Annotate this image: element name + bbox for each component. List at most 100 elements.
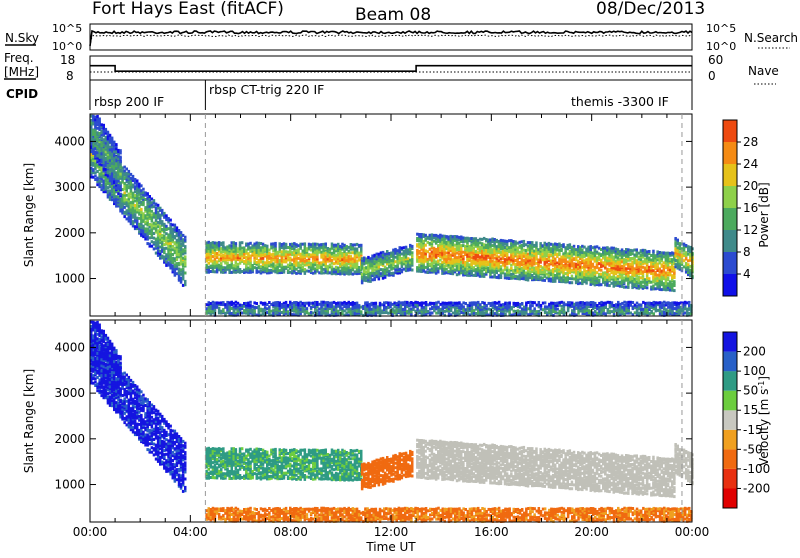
power-cell — [128, 170, 131, 173]
power-cell — [182, 275, 185, 278]
power-cell — [285, 243, 288, 246]
power-cell — [184, 255, 187, 258]
power-scatter — [90, 115, 694, 317]
power-cell — [627, 286, 630, 289]
power-cell — [667, 276, 670, 279]
nsky-label: N.Sky — [5, 31, 39, 45]
power-cell — [274, 245, 277, 248]
power-cell — [571, 275, 574, 278]
power-cell — [401, 265, 404, 268]
power-cell — [184, 245, 187, 248]
power-cell — [506, 244, 509, 247]
power-cell — [132, 175, 135, 178]
power-cell — [180, 231, 183, 234]
power-cell — [249, 259, 252, 262]
power-cell — [249, 301, 252, 304]
power-cell — [119, 166, 122, 169]
power-cell — [241, 241, 244, 244]
power-cell — [169, 219, 172, 222]
power-cell — [585, 282, 588, 285]
power-cell — [165, 214, 168, 217]
power-cell — [184, 272, 187, 275]
power-cell — [119, 173, 122, 176]
power-cell — [142, 188, 145, 191]
power-cell — [119, 160, 122, 163]
power-cell — [107, 131, 110, 134]
date-title: 08/Dec/2013 — [596, 0, 705, 19]
power-cell — [375, 302, 378, 305]
power-cell — [360, 244, 363, 247]
power-cell — [184, 262, 187, 265]
power-cell — [119, 149, 122, 152]
power-cell — [105, 128, 108, 131]
power-cell — [266, 245, 269, 248]
power-cell — [523, 240, 526, 243]
power-cell — [325, 243, 328, 246]
frequency-series — [90, 66, 692, 72]
cpid-mode-1: rbsp 200 IF — [94, 94, 164, 109]
power-cell — [119, 193, 122, 196]
power-cell — [648, 250, 651, 253]
power-cell — [274, 247, 277, 250]
power-cell — [174, 224, 177, 227]
power-cell — [136, 179, 139, 182]
power-cell — [673, 289, 676, 292]
power-cell — [573, 245, 576, 248]
power-cell — [103, 124, 106, 127]
power-cell — [285, 301, 288, 304]
power-cell — [411, 262, 414, 265]
power-cell — [600, 269, 603, 272]
power-cell — [677, 239, 680, 242]
power-cell — [115, 143, 118, 146]
power-cell — [569, 243, 572, 246]
power-cell — [220, 262, 223, 265]
power-cell — [119, 156, 122, 159]
power-cell — [500, 274, 503, 277]
power-cell — [274, 242, 277, 245]
power-cell — [411, 269, 414, 272]
power-cell — [119, 187, 122, 190]
power-cell — [107, 160, 110, 163]
power-cell — [360, 310, 363, 313]
power-cell — [161, 209, 164, 212]
power-cell — [535, 241, 538, 244]
nsky-tick-top: 10^5 — [52, 22, 82, 35]
power-cell — [140, 208, 143, 211]
power-cell — [153, 199, 156, 202]
cpid-row: CPID rbsp 200 IF rbsp CT-trig 220 IF the… — [6, 80, 692, 110]
nsearch-series — [90, 35, 692, 46]
cpid-mode-2: rbsp CT-trig 220 IF — [209, 82, 324, 97]
power-cell — [411, 251, 414, 254]
power-cell — [109, 134, 112, 137]
power-cell — [184, 280, 187, 283]
power-cell — [673, 269, 676, 272]
power-cell — [96, 115, 99, 118]
freq-label: Freq. — [4, 51, 34, 65]
power-cell — [316, 256, 319, 259]
power-cell — [222, 241, 225, 244]
nsearch-label: N.Search — [744, 31, 798, 45]
power-cell — [161, 220, 164, 223]
nsearch-tick-bottom: 10^0 — [706, 40, 736, 53]
power-cell — [182, 267, 185, 270]
power-cell — [306, 307, 309, 310]
power-cell — [184, 249, 187, 252]
power-cell — [218, 307, 221, 310]
power-cell — [146, 192, 149, 195]
power-cell — [256, 302, 259, 305]
power-cell — [673, 280, 676, 283]
power-cell — [111, 137, 114, 140]
power-cell — [258, 305, 261, 308]
power-cell — [571, 281, 574, 284]
power-cell — [98, 118, 101, 121]
power-cell — [411, 254, 414, 257]
power-cell — [98, 120, 101, 123]
power-cell — [304, 242, 307, 245]
nave-tick-bottom: 0 — [708, 69, 716, 83]
nsky-series — [90, 31, 692, 46]
freq-panel: Freq. [MHz] 18 8 60 0 Nave — [4, 51, 779, 84]
power-cell — [119, 169, 122, 172]
power-cell — [176, 226, 179, 229]
